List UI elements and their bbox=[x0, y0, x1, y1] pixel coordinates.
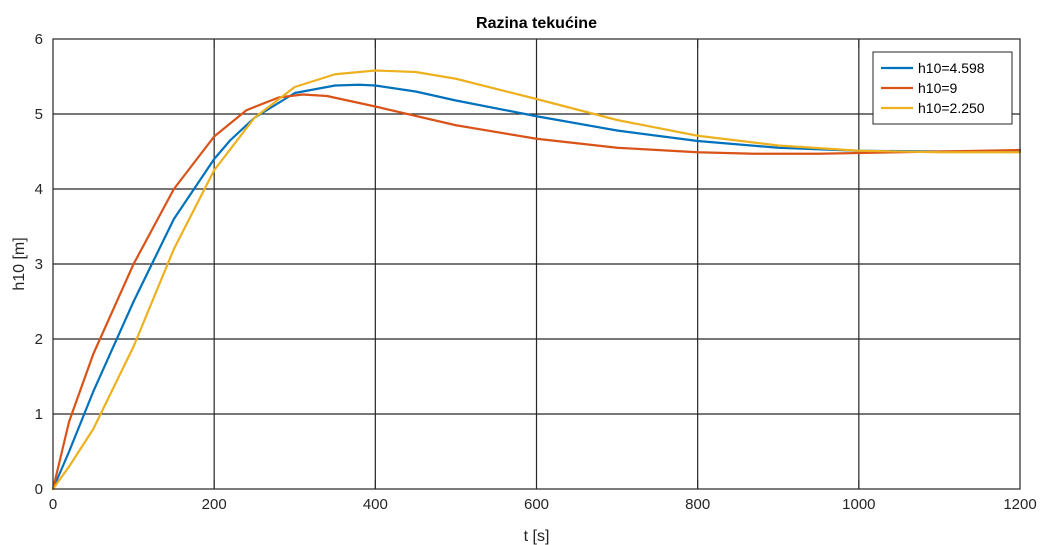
axes bbox=[52, 38, 1021, 490]
x-axis-label: t [s] bbox=[524, 528, 550, 545]
tick-labels: 0 200 400 600 800 1000 1200 0 1 2 3 4 5 6 bbox=[35, 31, 1037, 513]
y-tick-label: 6 bbox=[35, 31, 43, 48]
y-tick-label: 1 bbox=[35, 406, 43, 423]
series-lines bbox=[51, 69, 1022, 491]
y-tick-label: 5 bbox=[35, 106, 43, 123]
series-line-2 bbox=[51, 93, 1022, 491]
y-tick-label: 3 bbox=[35, 256, 43, 273]
x-tick-label: 1200 bbox=[1003, 496, 1036, 513]
x-tick-label: 1000 bbox=[842, 496, 875, 513]
x-tick-label: 800 bbox=[685, 496, 710, 513]
legend-label-1: h10=4.598 bbox=[918, 60, 985, 76]
x-tick-label: 0 bbox=[49, 496, 57, 513]
x-tick-label: 200 bbox=[202, 496, 227, 513]
chart-title: Razina tekućine bbox=[476, 15, 597, 32]
legend-label-2: h10=9 bbox=[918, 80, 958, 96]
legend-label-3: h10=2.250 bbox=[918, 100, 985, 116]
series-line-1 bbox=[51, 83, 1022, 491]
y-axis-label: h10 [m] bbox=[11, 237, 28, 290]
y-tick-label: 0 bbox=[35, 481, 43, 498]
y-tick-label: 2 bbox=[35, 331, 43, 348]
x-tick-label: 400 bbox=[363, 496, 388, 513]
legend: h10=4.598 h10=9 h10=2.250 bbox=[872, 51, 1013, 125]
grid-lines bbox=[53, 39, 1020, 489]
y-tick-label: 4 bbox=[35, 181, 43, 198]
series-line-3 bbox=[51, 69, 1022, 491]
x-tick-label: 600 bbox=[524, 496, 549, 513]
